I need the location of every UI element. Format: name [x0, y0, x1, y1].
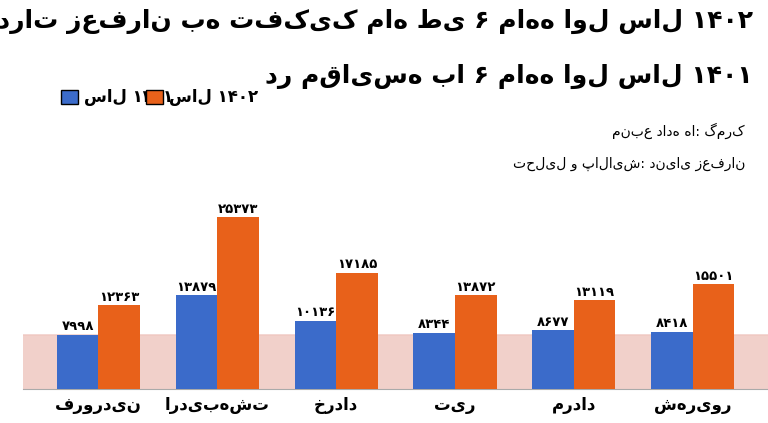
Text: سال ۱۴۰۱: سال ۱۴۰۱ — [84, 88, 174, 106]
Text: ۱۲۳۶۳: ۱۲۳۶۳ — [99, 291, 140, 304]
Bar — [574, 300, 615, 389]
Text: ۱۷۱۸۵: ۱۷۱۸۵ — [336, 258, 377, 271]
Text: منبع داده ها: گمرک: منبع داده ها: گمرک — [612, 123, 745, 139]
Text: ۱۵۵۰۱: ۱۵۵۰۱ — [694, 269, 733, 283]
Circle shape — [0, 335, 768, 423]
Bar — [532, 330, 574, 389]
Bar — [295, 321, 336, 389]
Text: ۸۶۷۷: ۸۶۷۷ — [537, 316, 569, 329]
Text: ۱۳۸۷۲: ۱۳۸۷۲ — [455, 280, 496, 294]
Bar — [57, 335, 98, 389]
Text: ۱۳۸۷۹: ۱۳۸۷۹ — [177, 280, 217, 294]
Circle shape — [0, 335, 768, 423]
Text: صادرات زعفران به تفکیک ماه طی ۶ ماهه اول سال ۱۴۰۲: صادرات زعفران به تفکیک ماه طی ۶ ماهه اول… — [0, 8, 753, 33]
Circle shape — [0, 335, 768, 423]
Text: ۷۹۹۸: ۷۹۹۸ — [61, 320, 94, 333]
Circle shape — [0, 335, 768, 423]
Bar — [651, 332, 693, 389]
Text: ۱۰۱۳۶: ۱۰۱۳۶ — [295, 306, 336, 319]
Bar — [455, 295, 496, 389]
Circle shape — [0, 335, 768, 423]
Text: ۱۳۱۱۹: ۱۳۱۱۹ — [574, 286, 614, 299]
Text: سال ۱۴۰۲: سال ۱۴۰۲ — [169, 88, 258, 106]
Circle shape — [0, 335, 768, 423]
Bar — [217, 217, 259, 389]
Bar — [336, 273, 378, 389]
Bar — [693, 284, 734, 389]
Bar — [98, 305, 140, 389]
Bar — [176, 295, 217, 389]
Text: ۲۵۳۷۳: ۲۵۳۷۳ — [218, 203, 258, 216]
Text: ۸۳۴۴: ۸۳۴۴ — [418, 318, 450, 331]
Text: ۸۴۱۸: ۸۴۱۸ — [656, 318, 688, 330]
Text: تحلیل و پالایش: دنیای زعفران: تحلیل و پالایش: دنیای زعفران — [512, 157, 745, 171]
Text: در مقایسه با ۶ ماهه اول سال ۱۴۰۱: در مقایسه با ۶ ماهه اول سال ۱۴۰۱ — [265, 63, 753, 88]
Bar — [413, 332, 455, 389]
